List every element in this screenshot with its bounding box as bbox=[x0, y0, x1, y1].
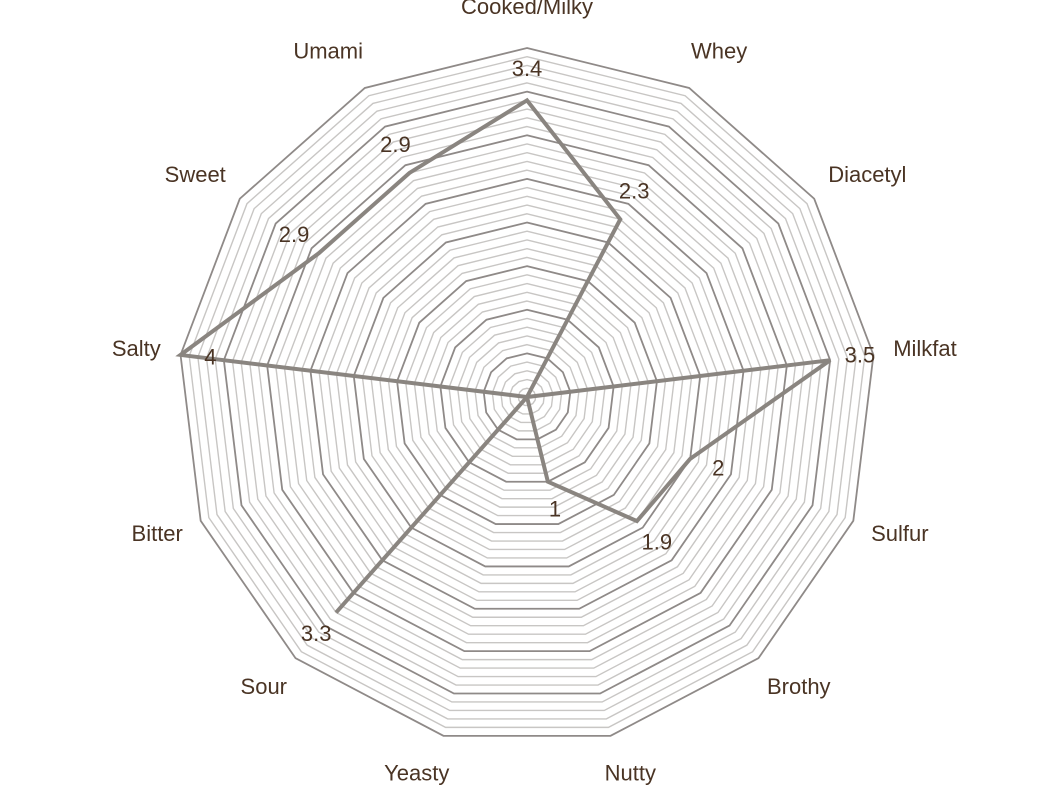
grid-ring bbox=[283, 151, 771, 635]
grid-ring bbox=[327, 195, 727, 593]
grid-ring bbox=[309, 177, 745, 610]
grid-ring bbox=[448, 317, 606, 474]
axis-label: Whey bbox=[691, 38, 747, 63]
grid-ring bbox=[197, 64, 857, 720]
axis-label: Brothy bbox=[767, 674, 831, 699]
grid-ring bbox=[413, 282, 641, 508]
axis-label: Sulfur bbox=[871, 521, 928, 546]
grid-ring bbox=[249, 117, 805, 669]
grid-ring bbox=[465, 335, 589, 458]
grid-ring bbox=[422, 291, 632, 500]
grid-ring bbox=[188, 56, 866, 729]
value-label: 3.5 bbox=[845, 342, 876, 367]
grid-ring bbox=[214, 82, 840, 703]
axis-label: Cooked/Milky bbox=[461, 0, 593, 19]
grid-ring bbox=[301, 169, 753, 618]
value-label: 4 bbox=[204, 344, 216, 369]
grid-ring bbox=[379, 247, 675, 542]
grid-ring bbox=[370, 239, 684, 551]
grid-ring bbox=[231, 99, 823, 686]
grid-ring bbox=[240, 108, 814, 678]
value-label: 2.9 bbox=[279, 222, 310, 247]
grid-ring bbox=[352, 221, 702, 568]
grid-ring bbox=[396, 265, 658, 525]
grid-ring bbox=[205, 73, 849, 712]
value-label: 2.9 bbox=[380, 132, 411, 157]
grid-ring bbox=[508, 378, 546, 415]
value-label: 2 bbox=[712, 455, 724, 480]
axis-label: Salty bbox=[112, 336, 161, 361]
axis-label: Nutty bbox=[605, 761, 656, 786]
axis-label: Yeasty bbox=[384, 761, 449, 786]
grid-ring bbox=[517, 387, 537, 407]
grid-ring bbox=[431, 300, 623, 491]
value-label: 3.4 bbox=[512, 56, 543, 81]
grid-ring bbox=[491, 361, 563, 432]
grid-ring bbox=[275, 143, 779, 644]
axis-label: Sour bbox=[241, 674, 287, 699]
axis-label: Diacetyl bbox=[828, 162, 906, 187]
grid-ring bbox=[318, 186, 736, 602]
grid-ring bbox=[482, 352, 572, 441]
grid-ring bbox=[456, 326, 598, 466]
grid-ring bbox=[335, 204, 719, 585]
grid-ring bbox=[266, 134, 788, 653]
grid-ring bbox=[500, 370, 554, 424]
grid-ring bbox=[474, 343, 580, 449]
value-label: 3.3 bbox=[301, 621, 332, 646]
grid-ring bbox=[439, 308, 615, 483]
grid-ring bbox=[222, 90, 832, 695]
value-label: 2.3 bbox=[619, 179, 650, 204]
value-label: 1 bbox=[549, 497, 561, 522]
grid-ring bbox=[179, 47, 875, 737]
grid-ring bbox=[405, 274, 649, 517]
axis-label: Milkfat bbox=[893, 336, 957, 361]
axis-label: Sweet bbox=[165, 162, 226, 187]
grid-ring bbox=[344, 213, 710, 576]
grid-ring bbox=[387, 256, 667, 534]
grid-ring bbox=[361, 230, 693, 559]
axis-label: Umami bbox=[293, 38, 363, 63]
axis-label: Bitter bbox=[132, 521, 183, 546]
grid-ring bbox=[292, 160, 762, 627]
series-line bbox=[175, 97, 832, 614]
value-label: 1.9 bbox=[642, 529, 673, 554]
grid-ring bbox=[257, 125, 797, 661]
